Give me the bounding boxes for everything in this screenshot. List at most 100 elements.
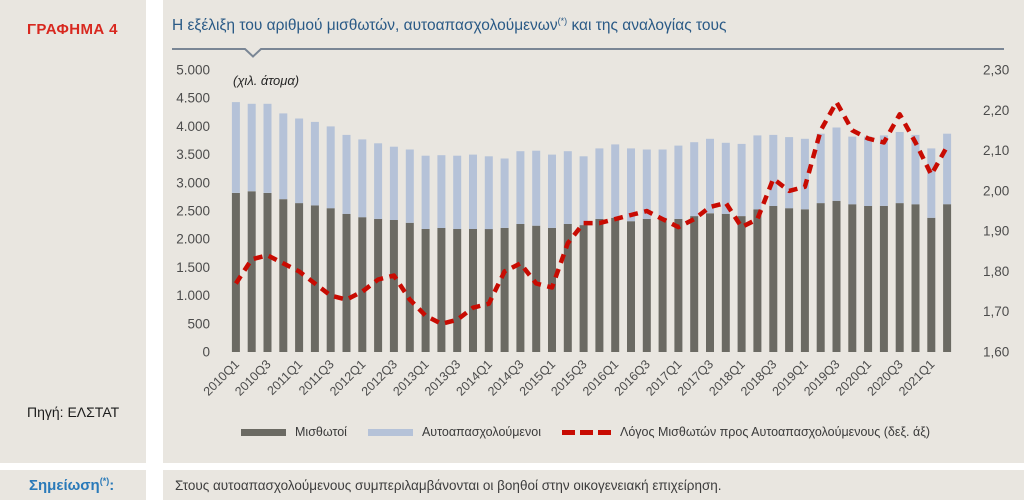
right-axis-tick-label: 2,10 xyxy=(983,143,1009,158)
left-axis-tick-label: 500 xyxy=(187,316,210,331)
bar-employees xyxy=(769,205,778,352)
bar-employees xyxy=(848,204,857,352)
bar-employees xyxy=(785,208,794,352)
legend-swatch-employees xyxy=(241,428,286,436)
bar-selfemployed xyxy=(706,138,714,214)
left-axis-tick-label: 4.500 xyxy=(176,91,210,106)
bar-selfemployed xyxy=(864,136,873,206)
figure-label: ΓΡΑΦΗΜΑ 4 xyxy=(27,21,118,38)
bar-selfemployed xyxy=(247,103,256,192)
legend-label-ratio: Λόγος Μισθωτών προς Αυτοαπασχολούμενους … xyxy=(619,425,930,439)
bar-selfemployed xyxy=(389,146,398,220)
bar-employees xyxy=(911,204,920,352)
bar-selfemployed xyxy=(943,133,952,205)
bar-employees xyxy=(405,222,414,352)
bar-employees xyxy=(310,205,319,352)
x-axis-tick-label: 2010Q3 xyxy=(232,357,273,398)
bar-selfemployed xyxy=(484,156,493,230)
source-label: Πηγή: ΕΛΣΤΑΤ xyxy=(27,404,120,420)
bar-employees xyxy=(500,227,509,352)
bar-employees xyxy=(484,229,493,352)
bar-selfemployed xyxy=(342,134,351,214)
bar-selfemployed xyxy=(421,155,430,229)
right-axis-tick-label: 1,80 xyxy=(983,264,1009,279)
bar-employees xyxy=(595,218,604,352)
chart-title-tail: και της αναλογίας τους xyxy=(567,17,727,35)
bar-selfemployed xyxy=(374,143,383,219)
legend-label-employees: Μισθωτοί xyxy=(295,425,347,439)
left-axis-tick-label: 2.000 xyxy=(176,232,210,247)
bar-employees xyxy=(263,193,272,352)
note-footnote-marker: (*) xyxy=(99,476,110,486)
right-axis-tick-label: 1,90 xyxy=(983,224,1009,239)
bar-employees xyxy=(247,191,256,352)
ratio-line xyxy=(234,99,950,327)
bar-employees xyxy=(642,218,651,352)
bar-employees xyxy=(864,205,873,352)
chart-panel: Η εξέλιξη του αριθμού μισθωτών, αυτοαπασ… xyxy=(163,0,1024,463)
bar-selfemployed xyxy=(721,142,730,214)
bar-selfemployed xyxy=(469,154,477,229)
bar-selfemployed xyxy=(263,103,272,193)
bar-employees xyxy=(658,217,667,352)
bar-selfemployed xyxy=(358,139,367,218)
bar-selfemployed xyxy=(832,127,841,201)
left-axis-tick-label: 1.000 xyxy=(176,288,210,303)
bar-employees xyxy=(469,229,477,352)
bar-employees xyxy=(895,203,904,352)
units-note: (χιλ. άτομα) xyxy=(233,73,300,88)
bar-selfemployed xyxy=(295,118,304,204)
chart-title: Η εξέλιξη του αριθμού μισθωτών, αυτοαπασ… xyxy=(172,16,726,35)
right-axis-tick-label: 2,00 xyxy=(983,183,1009,198)
bar-selfemployed xyxy=(690,142,699,217)
bar-selfemployed xyxy=(231,102,240,193)
right-axis-tick-label: 1,60 xyxy=(983,345,1009,360)
left-axis-tick-label: 4.000 xyxy=(176,119,210,134)
bar-employees xyxy=(690,216,699,352)
bar-selfemployed xyxy=(500,158,509,228)
bar-employees xyxy=(706,213,714,352)
bar-employees xyxy=(927,217,936,352)
bar-selfemployed xyxy=(816,133,825,204)
bar-employees xyxy=(326,208,335,352)
bar-employees xyxy=(437,227,446,352)
bar-selfemployed xyxy=(437,155,446,228)
note-text-cell: Στους αυτοαπασχολούμενους συμπεριλαμβάνο… xyxy=(163,470,1024,500)
bar-employees xyxy=(753,209,762,352)
legend-swatch-selfemployed xyxy=(367,428,413,436)
bar-selfemployed xyxy=(785,137,794,209)
bar-employees xyxy=(879,205,888,352)
bar-selfemployed xyxy=(405,149,414,223)
chart-legend: Μισθωτοί Αυτοαπασχολούμενοι Λόγος Μισθωτ… xyxy=(228,425,955,439)
bar-selfemployed xyxy=(279,113,288,200)
bar-employees xyxy=(374,218,383,352)
bar-employees xyxy=(943,204,952,352)
bar-employees xyxy=(548,227,556,352)
bar-employees xyxy=(532,225,541,352)
bar-selfemployed xyxy=(516,151,525,224)
bar-employees xyxy=(674,218,683,352)
bar-selfemployed xyxy=(642,149,651,219)
bar-employees xyxy=(800,209,809,352)
bar-employees xyxy=(295,203,304,352)
bar-employees xyxy=(358,217,367,352)
bar-selfemployed xyxy=(611,144,620,218)
bar-employees xyxy=(579,225,588,352)
bar-employees xyxy=(611,217,620,352)
bar-selfemployed xyxy=(453,155,462,229)
bar-selfemployed xyxy=(911,134,920,205)
left-axis-tick-label: 3.500 xyxy=(176,147,210,162)
note-text: Στους αυτοαπασχολούμενους συμπεριλαμβάνο… xyxy=(175,477,722,493)
left-axis-tick-label: 3.000 xyxy=(176,175,210,190)
bar-employees xyxy=(832,200,841,352)
bar-selfemployed xyxy=(895,132,904,204)
bar-employees xyxy=(421,229,430,352)
x-axis-tick-label: 2021Q1 xyxy=(896,357,937,398)
bar-selfemployed xyxy=(879,135,888,206)
title-underline xyxy=(172,48,1004,58)
bar-employees xyxy=(627,221,635,352)
bar-employees xyxy=(231,193,240,352)
note-label: Σημείωση(*): xyxy=(0,476,114,494)
left-axis-tick-label: 1.500 xyxy=(176,260,210,275)
bar-employees xyxy=(737,216,746,352)
